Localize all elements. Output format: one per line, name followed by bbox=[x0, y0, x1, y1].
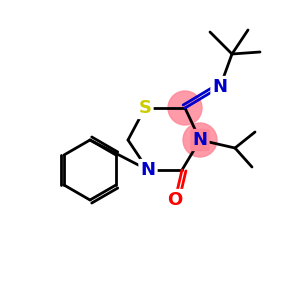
Text: O: O bbox=[167, 191, 183, 209]
Text: N: N bbox=[212, 78, 227, 96]
Text: S: S bbox=[139, 99, 152, 117]
Circle shape bbox=[168, 91, 202, 125]
Text: N: N bbox=[193, 131, 208, 149]
Circle shape bbox=[183, 123, 217, 157]
Text: N: N bbox=[140, 161, 155, 179]
